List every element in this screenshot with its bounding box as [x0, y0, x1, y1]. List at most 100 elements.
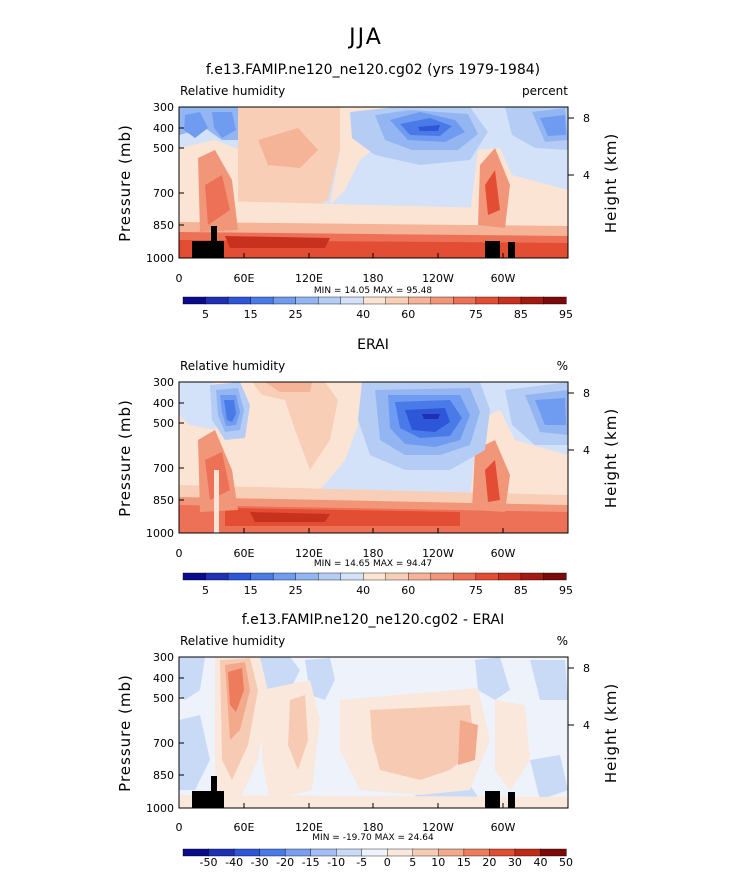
x-tick-label: 120W: [422, 547, 454, 560]
contour-field: [179, 382, 568, 533]
height-tick-label: 4: [583, 719, 590, 732]
min-max-label: MIN = 14.05 MAX = 95.48: [314, 286, 432, 296]
colorbar-label: 40: [534, 856, 548, 869]
colorbar-swatch: [540, 848, 567, 857]
colorbar-swatch: [227, 296, 252, 305]
colorbar-swatch: [317, 572, 342, 581]
colorbar-swatch: [453, 572, 477, 581]
height-tick-label: 4: [583, 444, 590, 457]
colorbar-label: 5: [409, 856, 416, 869]
y-ticks-right: 8 4: [568, 387, 590, 457]
colorbar-swatch: [475, 296, 500, 305]
y-tick-label: 850: [153, 769, 174, 782]
y-tick-label: 700: [153, 187, 174, 200]
colorbar-swatch: [363, 296, 387, 305]
y-tick-label: 300: [153, 101, 174, 114]
colorbar-swatch: [295, 296, 319, 305]
y-axis-title: Pressure (mb): [116, 674, 134, 792]
colorbar-swatch: [385, 296, 409, 305]
colorbar-swatch: [520, 572, 545, 581]
y-tick-label: 1000: [146, 802, 174, 815]
colorbar-swatch: [475, 572, 500, 581]
colorbar-label: 0: [384, 856, 391, 869]
x-ticks: 0 60E 120E 180 120W 60W: [176, 803, 516, 834]
x-ticks: 0 60E 120E 180 120W 60W: [176, 253, 516, 285]
y-tick-label: 850: [153, 219, 174, 232]
colorbar-swatch: [363, 572, 387, 581]
y-axis-title-right: Height (km): [602, 408, 620, 508]
variable-label: Relative humidity: [180, 359, 285, 373]
colorbar-swatch: [408, 572, 432, 581]
x-tick-label: 60E: [234, 547, 255, 560]
y-tick-label: 400: [153, 397, 174, 410]
y-axis-title-right: Height (km): [602, 683, 620, 783]
colorbar-swatch: [205, 296, 229, 305]
colorbar-swatch: [463, 848, 490, 857]
y-tick-label: 1000: [146, 252, 174, 265]
colorbar-swatch: [430, 296, 454, 305]
colorbar-label: 5: [202, 308, 209, 321]
x-tick-label: 120W: [422, 272, 454, 285]
colorbar-label: -5: [356, 856, 367, 869]
colorbar-swatch: [543, 572, 567, 581]
height-tick-label: 8: [583, 662, 590, 675]
x-tick-label: 120E: [295, 272, 323, 285]
x-tick-label: 60W: [491, 547, 516, 560]
colorbar-swatch: [250, 572, 274, 581]
y-tick-label: 700: [153, 737, 174, 750]
min-max-label: MIN = 14.65 MAX = 94.47: [314, 559, 432, 569]
units-label: percent: [522, 84, 568, 98]
colorbar-label: -30: [251, 856, 269, 869]
colorbar-swatch: [498, 572, 522, 581]
colorbar-swatch: [250, 296, 274, 305]
colorbar-swatch: [227, 572, 252, 581]
colorbar-label: 25: [289, 308, 303, 321]
y-ticks-right: 8 4: [568, 662, 590, 732]
topography-mask: [192, 776, 515, 808]
variable-label: Relative humidity: [180, 634, 285, 648]
height-tick-label: 8: [583, 387, 590, 400]
y-axis-title: Pressure (mb): [116, 124, 134, 242]
colorbar-label: 75: [469, 308, 483, 321]
colorbar-label: -40: [225, 856, 243, 869]
panel-title: f.e13.FAMIP.ne120_ne120.cg02 (yrs 1979-1…: [206, 62, 540, 78]
colorbar-label: 60: [401, 584, 415, 597]
colorbar-swatch: [453, 296, 477, 305]
colorbar-swatch: [543, 296, 567, 305]
colorbar: 5 15 25 40 60 75 85 95: [182, 296, 573, 321]
colorbar-swatch: [438, 848, 465, 857]
colorbar-swatch: [182, 296, 207, 305]
colorbar-swatch: [182, 572, 207, 581]
y-axis-title: Pressure (mb): [116, 399, 134, 517]
colorbar-label: 20: [482, 856, 496, 869]
colorbar-label: 30: [508, 856, 522, 869]
colorbar-swatch: [412, 848, 439, 857]
y-tick-label: 500: [153, 417, 174, 430]
x-tick-label: 120E: [295, 547, 323, 560]
colorbar-swatch: [430, 572, 454, 581]
colorbar-label: 95: [559, 584, 573, 597]
x-tick-label: 180: [363, 821, 384, 834]
contour-field: [179, 107, 568, 258]
panel-difference: f.e13.FAMIP.ne120_ne120.cg02 - ERAI Rela…: [116, 612, 620, 869]
x-ticks: 0 60E 120E 180 120W 60W: [176, 528, 516, 560]
min-max-label: MIN = -19.70 MAX = 24.64: [312, 833, 434, 843]
panel-model: f.e13.FAMIP.ne120_ne120.cg02 (yrs 1979-1…: [116, 62, 620, 321]
colorbar-swatch: [520, 296, 545, 305]
colorbar-swatch: [489, 848, 516, 857]
y-ticks-left: 300 400 500 700 850 1000: [146, 101, 184, 265]
panel-title: ERAI: [357, 337, 389, 353]
colorbar-swatch: [295, 572, 319, 581]
colorbar-label: 15: [244, 584, 258, 597]
colorbar-label: -20: [276, 856, 294, 869]
y-ticks-left: 300 400 500 700 850 1000: [146, 651, 184, 815]
units-label: %: [557, 634, 568, 648]
y-tick-label: 1000: [146, 527, 174, 540]
y-ticks-left: 300 400 500 700 850 1000: [146, 376, 184, 540]
contour-field: [179, 657, 568, 808]
colorbar-swatch: [182, 848, 210, 857]
variable-label: Relative humidity: [180, 84, 285, 98]
colorbar-swatch: [259, 848, 286, 857]
colorbar-swatch: [387, 848, 414, 857]
